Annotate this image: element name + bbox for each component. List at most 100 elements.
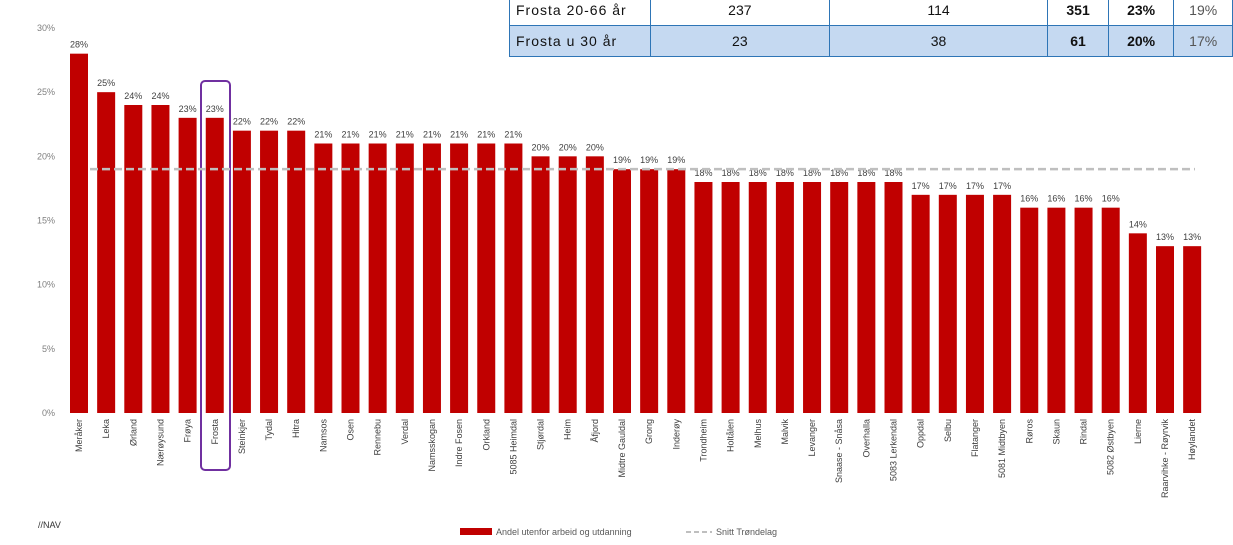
x-tick-label: Hitra: [291, 419, 301, 438]
x-tick-label: Levanger: [807, 419, 817, 457]
bar: [178, 117, 197, 413]
bar: [422, 143, 441, 413]
value-label: 25%: [97, 78, 115, 88]
value-label: 23%: [179, 104, 197, 114]
table-cell: 20%: [1107, 25, 1175, 57]
bar: [938, 194, 957, 413]
bar: [232, 130, 251, 413]
x-tick-label: Skaun: [1051, 419, 1061, 445]
bar: [1183, 246, 1202, 413]
bar: [531, 156, 550, 414]
bar: [721, 182, 740, 413]
x-tick-label: Ørland: [128, 419, 138, 446]
x-tick-label: Flatanger: [970, 419, 980, 457]
table-cell: 61: [1047, 25, 1109, 57]
x-tick-label: Namsos: [318, 419, 328, 453]
table-cell: 23%: [1107, 0, 1175, 26]
x-tick-label: Tydal: [264, 419, 274, 441]
y-tick-label: 0%: [42, 408, 55, 418]
value-label: 17%: [939, 181, 957, 191]
bar: [287, 130, 306, 413]
value-label: 17%: [993, 181, 1011, 191]
bar: [504, 143, 523, 413]
bar: [1128, 233, 1147, 413]
value-label: 20%: [586, 142, 604, 152]
x-tick-label: Trondheim: [698, 419, 708, 462]
value-label: 28%: [70, 40, 88, 50]
value-label: 18%: [857, 168, 875, 178]
table-cell: 19%: [1173, 0, 1233, 26]
x-tick-label: Verdal: [400, 419, 410, 445]
x-tick-label: Snaase - Snåsa: [834, 419, 844, 483]
value-label: 21%: [396, 130, 414, 140]
table-row: Frosta 20-66 år 237 114 351 23% 19%: [509, 0, 1233, 26]
x-tick-label: Røros: [1024, 419, 1034, 444]
summary-table: Frosta 20-66 år 237 114 351 23% 19% Frosta u 3…: [509, 0, 1233, 57]
value-label: 24%: [151, 91, 169, 101]
table-cell: 38: [828, 25, 1049, 57]
value-label: 22%: [260, 117, 278, 127]
bar: [1101, 207, 1120, 413]
x-tick-label: Åfjord: [590, 419, 600, 443]
bar: [911, 194, 930, 413]
bar: [314, 143, 333, 413]
x-tick-label: Frosta: [210, 419, 220, 445]
bar: [151, 105, 170, 413]
value-label: 18%: [722, 168, 740, 178]
value-label: 21%: [504, 130, 522, 140]
value-label: 13%: [1183, 232, 1201, 242]
x-tick-label: Lierne: [1133, 419, 1143, 444]
x-tick-label: Selbu: [943, 419, 953, 442]
bar: [395, 143, 414, 413]
value-label: 18%: [803, 168, 821, 178]
bar: [993, 194, 1012, 413]
bar: [965, 194, 984, 413]
legend-label: Snitt Trøndelag: [716, 527, 777, 537]
value-label: 16%: [1047, 194, 1065, 204]
bar: [830, 182, 849, 413]
bar: [667, 169, 686, 413]
bar: [1047, 207, 1066, 413]
x-tick-label: Osen: [346, 419, 356, 441]
bar: [1020, 207, 1039, 413]
value-label: 22%: [287, 117, 305, 127]
x-tick-label: 5083 Lerkendal: [889, 419, 899, 481]
y-tick-label: 25%: [37, 87, 55, 97]
x-tick-label: Rennebu: [373, 419, 383, 456]
value-label: 16%: [1102, 194, 1120, 204]
value-label: 21%: [314, 130, 332, 140]
bar: [585, 156, 604, 414]
x-tick-label: Stjørdal: [536, 419, 546, 450]
value-label: 22%: [233, 117, 251, 127]
value-label: 21%: [341, 130, 359, 140]
x-tick-label: Raarvihke - Røyrvik: [1160, 419, 1170, 499]
value-label: 18%: [694, 168, 712, 178]
value-label: 18%: [884, 168, 902, 178]
value-label: 21%: [369, 130, 387, 140]
value-label: 23%: [206, 104, 224, 114]
value-label: 21%: [450, 130, 468, 140]
x-tick-label: Heim: [563, 419, 573, 440]
value-label: 16%: [1075, 194, 1093, 204]
bar: [748, 182, 767, 413]
x-tick-label: Nærøysund: [155, 419, 165, 466]
table-row: Frosta u 30 år 23 38 61 20% 17%: [509, 25, 1233, 57]
x-tick-label: Midtre Gauldal: [617, 419, 627, 478]
bar: [1156, 246, 1174, 413]
table-cell: Frosta 20-66 år: [509, 0, 651, 26]
x-tick-label: 5085 Heimdal: [508, 419, 518, 475]
x-tick-label: Oppdal: [916, 419, 926, 448]
x-tick-label: Overhalla: [861, 419, 871, 458]
bar: [613, 169, 631, 413]
value-label: 21%: [423, 130, 441, 140]
x-tick-label: Namsskogan: [427, 419, 437, 472]
x-tick-label: Melhus: [753, 419, 763, 449]
value-label: 17%: [912, 181, 930, 191]
bar: [558, 156, 577, 414]
x-tick-label: Frøya: [183, 419, 193, 443]
logo: //NAV: [38, 520, 61, 530]
bar: [70, 53, 88, 414]
value-label: 19%: [640, 155, 658, 165]
x-tick-label: Orkland: [481, 419, 491, 451]
